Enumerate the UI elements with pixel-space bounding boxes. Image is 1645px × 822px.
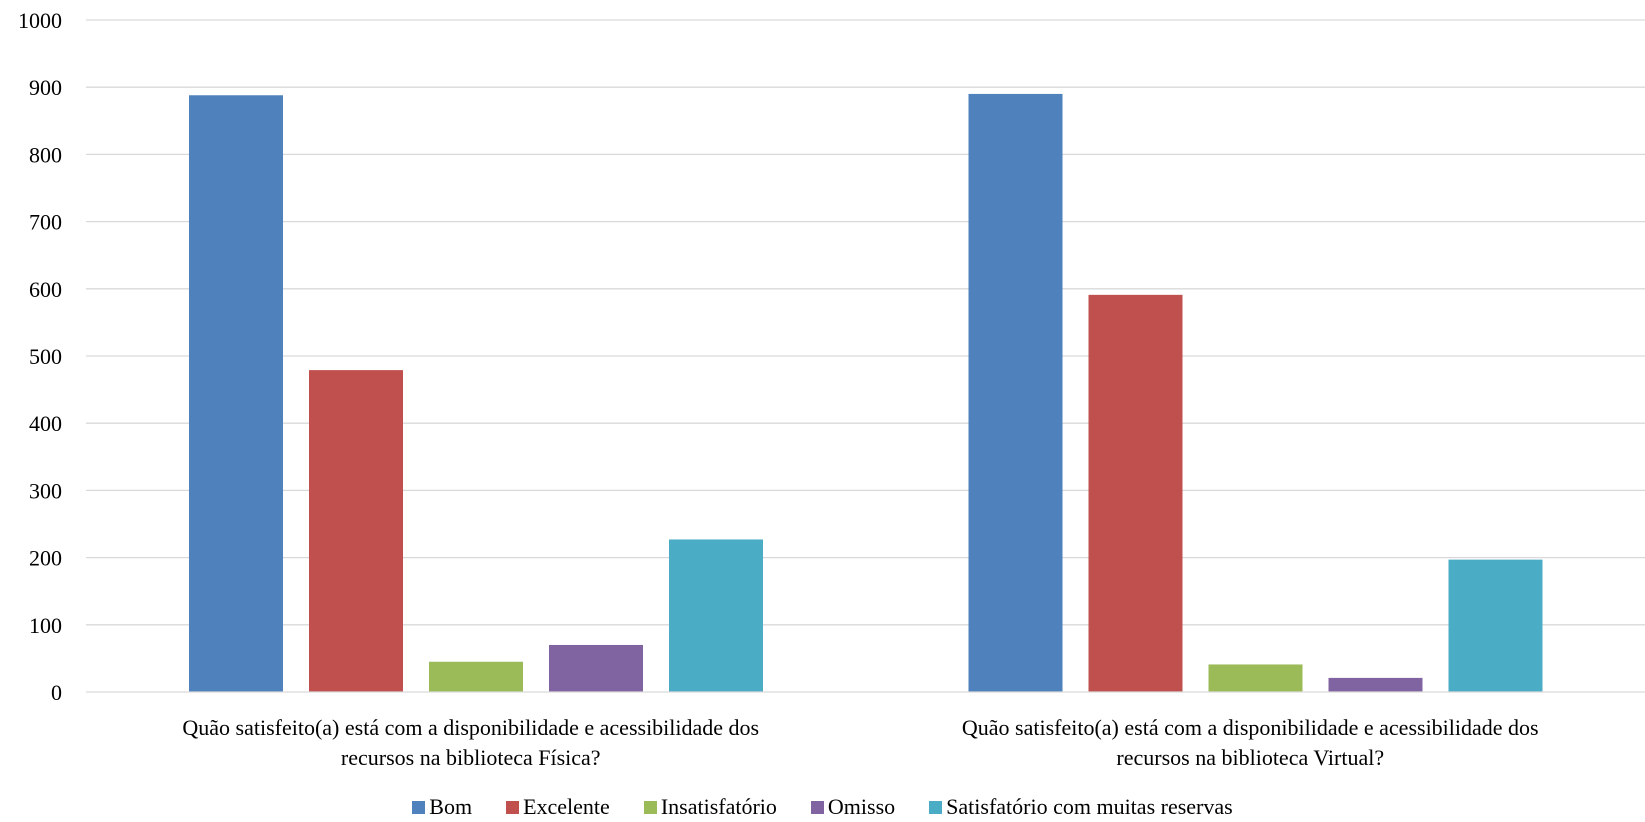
legend-label: Bom bbox=[429, 794, 472, 820]
x-category-label: Quão satisfeito(a) está com a disponibil… bbox=[182, 715, 759, 740]
bar-chart: 0 100 200 300 400 500 600 700 800 900 1000 Quão sa… bbox=[0, 0, 1645, 790]
legend-item: Insatisfatório bbox=[644, 794, 777, 820]
legend-swatch bbox=[412, 801, 425, 814]
y-tick-label: 800 bbox=[29, 142, 62, 167]
legend-item: Bom bbox=[412, 794, 472, 820]
y-tick-label: 400 bbox=[29, 411, 62, 436]
bar-satisfat-rio-com-muitas-reservas-cat2 bbox=[1449, 560, 1543, 692]
legend-label: Insatisfatório bbox=[661, 794, 777, 820]
bar-omisso-cat2 bbox=[1329, 678, 1423, 692]
y-axis-tick-labels: 0 100 200 300 400 500 600 700 800 900 1000 bbox=[18, 8, 62, 705]
legend: Bom Excelente Insatisfatório Omisso Satisfat… bbox=[0, 792, 1645, 822]
bars bbox=[189, 94, 1543, 692]
y-tick-label: 0 bbox=[51, 680, 62, 705]
y-tick-label: 500 bbox=[29, 344, 62, 369]
x-category-label: Quão satisfeito(a) está com a disponibil… bbox=[962, 715, 1539, 740]
x-category-label: recursos na biblioteca Virtual? bbox=[1116, 745, 1384, 770]
bar-insatisfat-rio-cat2 bbox=[1209, 664, 1303, 692]
legend-swatch bbox=[644, 801, 657, 814]
bar-bom-cat1 bbox=[189, 95, 283, 692]
y-tick-label: 700 bbox=[29, 210, 62, 235]
legend-swatch bbox=[929, 801, 942, 814]
y-tick-label: 100 bbox=[29, 613, 62, 638]
legend-item: Satisfatório com muitas reservas bbox=[929, 794, 1233, 820]
y-tick-label: 900 bbox=[29, 75, 62, 100]
x-axis-category-labels: Quão satisfeito(a) está com a disponibil… bbox=[182, 715, 1538, 770]
legend-label: Omisso bbox=[828, 794, 895, 820]
bar-bom-cat2 bbox=[969, 94, 1063, 692]
bar-omisso-cat1 bbox=[549, 645, 643, 692]
y-tick-label: 600 bbox=[29, 277, 62, 302]
x-category-label: recursos na biblioteca Física? bbox=[341, 745, 601, 770]
legend-swatch bbox=[811, 801, 824, 814]
bar-excelente-cat1 bbox=[309, 370, 403, 692]
y-tick-label: 300 bbox=[29, 478, 62, 503]
y-tick-label: 200 bbox=[29, 546, 62, 571]
legend-swatch bbox=[506, 801, 519, 814]
bar-satisfat-rio-com-muitas-reservas-cat1 bbox=[669, 539, 763, 692]
legend-label: Excelente bbox=[523, 794, 610, 820]
y-tick-label: 1000 bbox=[18, 8, 62, 33]
legend-item: Excelente bbox=[506, 794, 610, 820]
legend-item: Omisso bbox=[811, 794, 895, 820]
legend-label: Satisfatório com muitas reservas bbox=[946, 794, 1233, 820]
bar-excelente-cat2 bbox=[1089, 295, 1183, 692]
bar-insatisfat-rio-cat1 bbox=[429, 662, 523, 692]
